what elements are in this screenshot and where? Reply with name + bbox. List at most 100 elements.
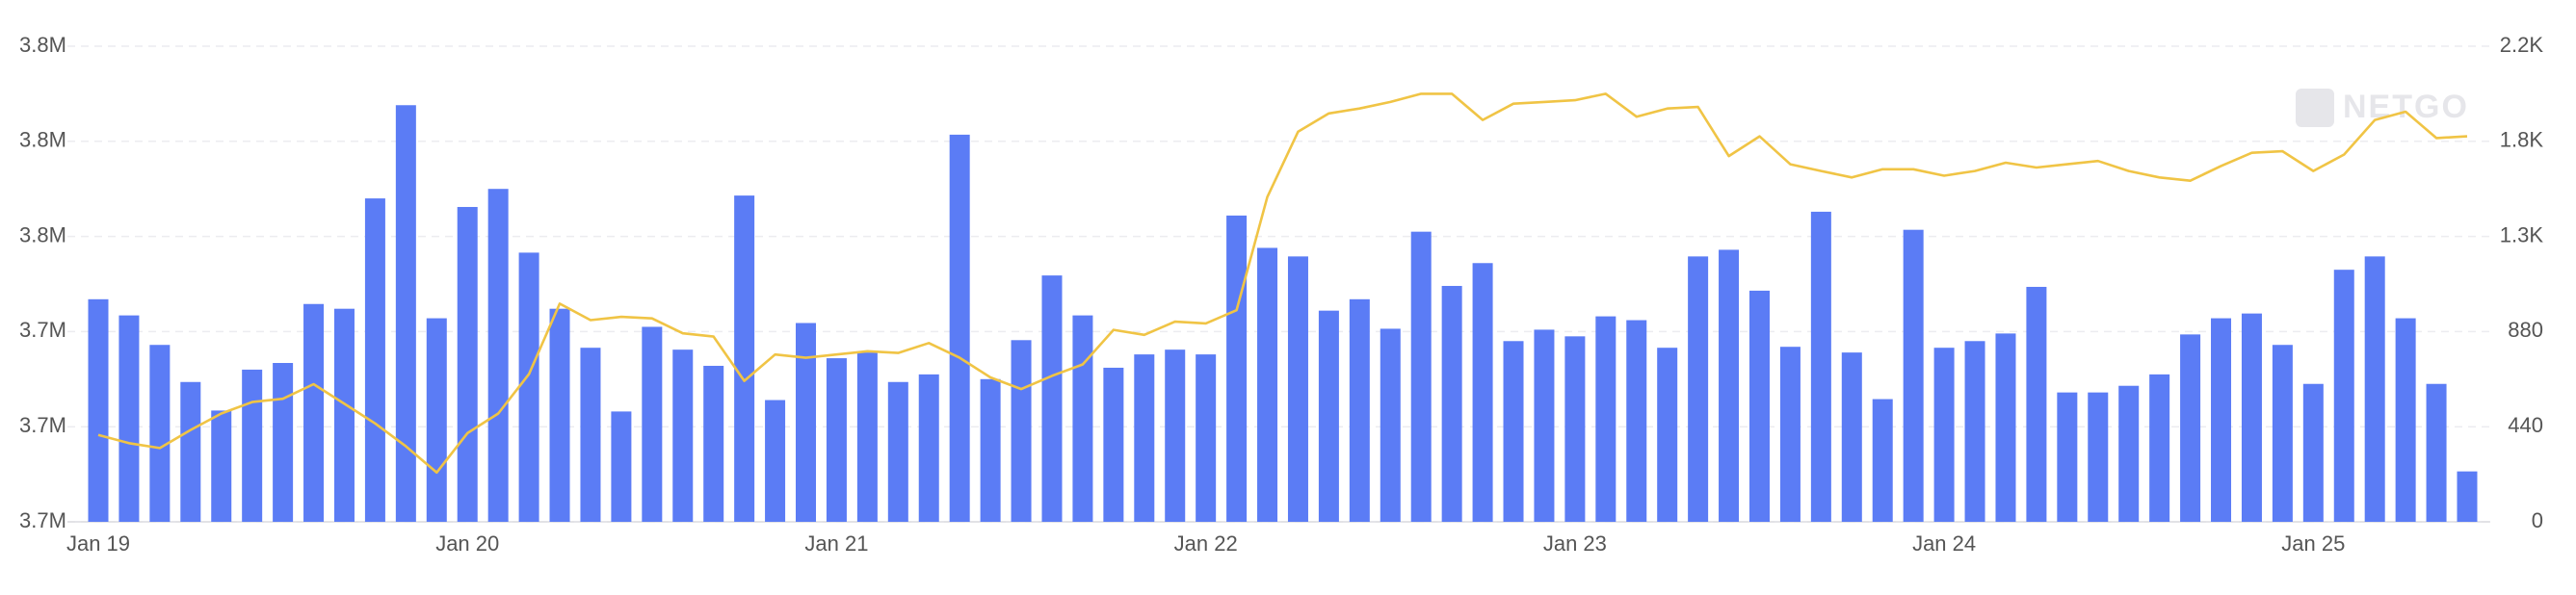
bar xyxy=(1995,333,2016,522)
bar xyxy=(1380,328,1401,522)
bar xyxy=(1072,315,1093,522)
bar xyxy=(2426,383,2447,522)
bar xyxy=(1165,349,1186,522)
bar xyxy=(1719,249,1740,522)
bar xyxy=(2272,345,2293,522)
bar xyxy=(1595,316,1617,522)
bar xyxy=(580,348,601,522)
bar xyxy=(518,252,539,522)
y2-tick-label: 1.8K xyxy=(2500,128,2544,152)
bar xyxy=(2457,471,2478,522)
bar xyxy=(1226,215,1248,522)
bar xyxy=(672,349,694,522)
bar xyxy=(796,323,817,522)
bar xyxy=(980,378,1001,522)
bar xyxy=(364,198,385,522)
bar xyxy=(1410,231,1432,522)
y-tick-label: 3.7M xyxy=(19,413,66,437)
bar xyxy=(1441,285,1462,522)
bar xyxy=(734,195,755,522)
y-tick-label: 3.8M xyxy=(19,128,66,152)
bar xyxy=(395,105,416,523)
bar xyxy=(611,411,632,522)
watermark-logo: NETGO xyxy=(2296,89,2469,127)
bar xyxy=(1011,340,1032,522)
bar xyxy=(642,326,663,522)
bar xyxy=(1964,341,1985,522)
bar xyxy=(1810,211,1831,523)
bar xyxy=(149,345,171,522)
bar xyxy=(1196,354,1217,522)
bar xyxy=(856,352,878,522)
bar xyxy=(2211,318,2232,522)
bar xyxy=(2364,256,2385,522)
bar xyxy=(457,206,478,523)
y2-tick-label: 880 xyxy=(2508,318,2543,342)
y-tick-label: 3.7M xyxy=(19,318,66,342)
bar xyxy=(1657,348,1678,522)
bar xyxy=(2395,318,2416,522)
x-tick-label: Jan 23 xyxy=(1543,531,1607,556)
bar xyxy=(1933,348,1955,522)
bar xyxy=(242,369,263,522)
x-tick-label: Jan 24 xyxy=(1912,531,1976,556)
bar xyxy=(949,134,970,522)
y-tick-label: 3.7M xyxy=(19,508,66,532)
bar xyxy=(918,374,939,522)
bar xyxy=(1287,256,1308,522)
bar xyxy=(303,303,325,522)
bar xyxy=(2118,385,2140,522)
bar xyxy=(487,189,509,522)
bar xyxy=(2088,392,2109,522)
bar xyxy=(118,315,140,522)
bar xyxy=(1903,229,1924,522)
bar xyxy=(1318,310,1339,522)
bar xyxy=(2026,286,2047,522)
bar xyxy=(333,308,355,522)
bar xyxy=(1748,290,1770,522)
bar xyxy=(1503,341,1524,522)
bar xyxy=(1626,320,1647,522)
bar xyxy=(1534,329,1555,522)
y-tick-label: 3.8M xyxy=(19,33,66,57)
y-tick-label: 3.8M xyxy=(19,222,66,246)
bar xyxy=(2180,334,2201,522)
bar xyxy=(1349,298,1370,522)
x-tick-label: Jan 21 xyxy=(804,531,868,556)
bar xyxy=(2333,270,2354,522)
line xyxy=(97,92,2468,475)
bar xyxy=(703,365,724,522)
bar xyxy=(1103,367,1124,522)
bar xyxy=(88,298,109,522)
y2-tick-label: 440 xyxy=(2508,413,2543,437)
bar xyxy=(211,410,232,522)
y2-tick-label: 2.2K xyxy=(2500,33,2544,57)
bar xyxy=(180,381,201,522)
x-tick-label: Jan 22 xyxy=(1174,531,1238,556)
bar xyxy=(426,318,447,522)
bar xyxy=(887,381,908,522)
bar xyxy=(1564,336,1586,522)
bar xyxy=(1872,399,1893,522)
y2-tick-label: 1.3K xyxy=(2500,222,2544,246)
watermark: NETGO xyxy=(2343,89,2469,125)
bar xyxy=(2057,392,2078,522)
bar xyxy=(2241,313,2262,522)
y2-tick-label: 0 xyxy=(2532,508,2543,532)
bar xyxy=(1257,247,1278,522)
bar xyxy=(1134,354,1155,522)
bar xyxy=(1779,347,1801,522)
bar xyxy=(2302,383,2324,522)
x-tick-label: Jan 20 xyxy=(435,531,499,556)
bar xyxy=(273,363,294,522)
x-tick-label: Jan 19 xyxy=(66,531,130,556)
bar xyxy=(1841,352,1862,522)
x-tick-label: Jan 25 xyxy=(2281,531,2345,556)
bar xyxy=(1041,275,1063,522)
bar xyxy=(826,358,847,522)
bar xyxy=(1472,263,1493,522)
bar xyxy=(1688,256,1709,522)
bar xyxy=(2149,374,2170,522)
